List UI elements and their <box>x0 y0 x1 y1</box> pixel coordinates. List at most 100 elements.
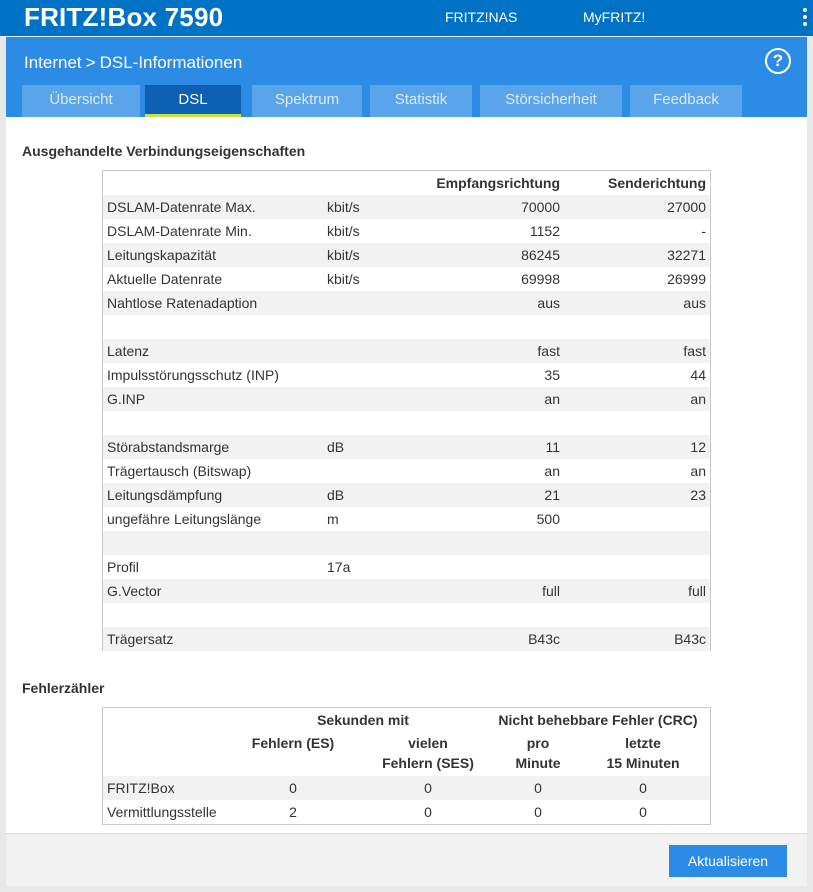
row-value-down: 500 <box>536 511 560 527</box>
row-value-down: 11 <box>545 439 560 455</box>
col-header-up: Senderichtung <box>607 175 706 191</box>
table-row: Latenz fast fast <box>103 339 710 363</box>
row-unit: m <box>327 511 339 527</box>
error-value-ses: 0 <box>424 780 432 796</box>
col-header-last-line1: letzte <box>625 735 661 751</box>
fritznas-link[interactable]: FRITZ!NAS <box>445 9 518 25</box>
table-row: G.Vector full full <box>103 579 710 603</box>
row-value-up: B43c <box>674 631 706 647</box>
error-header-row-2: Fehlern (ES) vielen pro letzte <box>103 732 710 754</box>
footer-bar: Aktualisieren <box>6 833 807 886</box>
row-label: Latenz <box>107 343 150 359</box>
content-area: Ausgehandelte Verbindungseigenschaften E… <box>6 117 807 833</box>
tab-spektrum[interactable]: Spektrum <box>252 85 362 117</box>
row-value-down: 1152 <box>529 223 560 239</box>
row-label: Profil <box>107 559 139 575</box>
row-label: Nahtlose Ratenadaption <box>107 295 258 311</box>
row-value-down: full <box>542 583 560 599</box>
row-value-up: fast <box>683 343 706 359</box>
error-row: FRITZ!Box 0 0 0 0 <box>103 776 710 800</box>
row-label: DSLAM-Datenrate Max. <box>107 199 256 215</box>
table-row: Aktuelle Datenrate kbit/s 69998 26999 <box>103 267 710 291</box>
error-value-ses: 0 <box>424 804 432 820</box>
row-value-down: B43c <box>528 631 560 647</box>
table-row <box>103 411 710 435</box>
row-value-down: 70000 <box>521 199 560 215</box>
table-row: Leitungskapazität kbit/s 86245 32271 <box>103 243 710 267</box>
error-row-label: Vermittlungsstelle <box>107 804 217 820</box>
row-label: G.Vector <box>107 583 162 599</box>
table-row: Profil 17a <box>103 555 710 579</box>
table-row: Impulsstörungsschutz (INP) 35 44 <box>103 363 710 387</box>
page-header: Internet > DSL-Informationen ? Übersicht D… <box>6 37 807 117</box>
table-row <box>103 315 710 339</box>
row-unit: dB <box>327 439 345 455</box>
row-value-down: 69998 <box>521 271 560 287</box>
row-value-up: 27000 <box>667 199 706 215</box>
row-value-up: full <box>688 583 706 599</box>
error-value-pro-minute: 0 <box>534 780 542 796</box>
tab-uebersicht[interactable]: Übersicht <box>22 85 140 117</box>
errors-section-title: Fehlerzähler <box>22 680 105 696</box>
row-label: Trägersatz <box>107 631 174 647</box>
table-row: DSLAM-Datenrate Min. kbit/s 1152 - <box>103 219 710 243</box>
row-value-up: 26999 <box>667 271 706 287</box>
row-value-down: aus <box>537 295 560 311</box>
row-value-up: 23 <box>690 487 706 503</box>
row-label: Impulsstörungsschutz (INP) <box>107 367 279 383</box>
row-value-up: 12 <box>690 439 706 455</box>
error-value-es: 0 <box>289 780 297 796</box>
row-label: Leitungskapazität <box>107 247 216 263</box>
table-row <box>103 603 710 627</box>
table-row: Trägertausch (Bitswap) an an <box>103 459 710 483</box>
error-value-es: 2 <box>289 804 297 820</box>
table-row: Trägersatz B43c B43c <box>103 627 710 651</box>
myfritz-link[interactable]: MyFRITZ! <box>583 9 646 25</box>
breadcrumb-current: DSL-Informationen <box>99 53 243 72</box>
brand-logo[interactable]: FRITZ!Box 7590 <box>24 2 224 32</box>
group-header-crc: Nicht behebbare Fehler (CRC) <box>498 712 698 728</box>
group-header-seconds: Sekunden mit <box>317 712 409 728</box>
col-header-pro-line2: Minute <box>515 755 561 771</box>
row-label: G.INP <box>107 391 146 407</box>
row-label: Leitungsdämpfung <box>107 487 223 503</box>
tab-stoersicherheit[interactable]: Störsicherheit <box>480 85 622 117</box>
row-value-up: an <box>690 463 706 479</box>
error-value-last-15min: 0 <box>639 804 647 820</box>
table-header-row: Empfangsrichtung Senderichtung <box>103 171 710 195</box>
breadcrumb: Internet > DSL-Informationen <box>24 52 242 74</box>
row-unit: kbit/s <box>327 199 360 215</box>
help-icon[interactable]: ? <box>765 48 791 74</box>
breadcrumb-separator: > <box>85 53 96 72</box>
row-value-up: aus <box>683 295 706 311</box>
table-row: ungefähre Leitungslänge m 500 <box>103 507 710 531</box>
refresh-button[interactable]: Aktualisieren <box>669 845 787 877</box>
row-unit: kbit/s <box>327 247 360 263</box>
tab-dsl[interactable]: DSL <box>145 85 241 117</box>
table-row: G.INP an an <box>103 387 710 411</box>
top-bar: FRITZ!Box 7590 FRITZ!NAS MyFRITZ! <box>0 0 813 36</box>
row-value-down: an <box>544 391 560 407</box>
row-label: Störabstandsmarge <box>107 439 230 455</box>
error-header-row-1: Sekunden mit Nicht behebbare Fehler (CRC… <box>103 708 710 732</box>
row-value-down: an <box>544 463 560 479</box>
table-row <box>103 531 710 555</box>
col-header-pro-line1: pro <box>526 735 550 751</box>
row-value-down: 86245 <box>521 247 560 263</box>
row-value-down: 35 <box>544 367 560 383</box>
row-value-down: fast <box>537 343 560 359</box>
row-value-up: 44 <box>690 367 706 383</box>
table-row: Leitungsdämpfung dB 21 23 <box>103 483 710 507</box>
error-row: Vermittlungsstelle 2 0 0 0 <box>103 800 710 824</box>
col-header-es: Fehlern (ES) <box>251 735 335 751</box>
error-value-last-15min: 0 <box>639 780 647 796</box>
breadcrumb-parent[interactable]: Internet <box>24 53 82 72</box>
menu-kebab-icon[interactable] <box>803 8 807 26</box>
error-row-label: FRITZ!Box <box>107 780 175 796</box>
error-header-row-3: Fehlern (SES) Minute 15 Minuten <box>103 752 710 774</box>
table-row: DSLAM-Datenrate Max. kbit/s 70000 27000 <box>103 195 710 219</box>
tab-feedback[interactable]: Feedback <box>630 85 742 117</box>
col-header-down: Empfangsrichtung <box>436 175 560 191</box>
tab-statistik[interactable]: Statistik <box>370 85 472 117</box>
row-unit: dB <box>327 487 345 503</box>
